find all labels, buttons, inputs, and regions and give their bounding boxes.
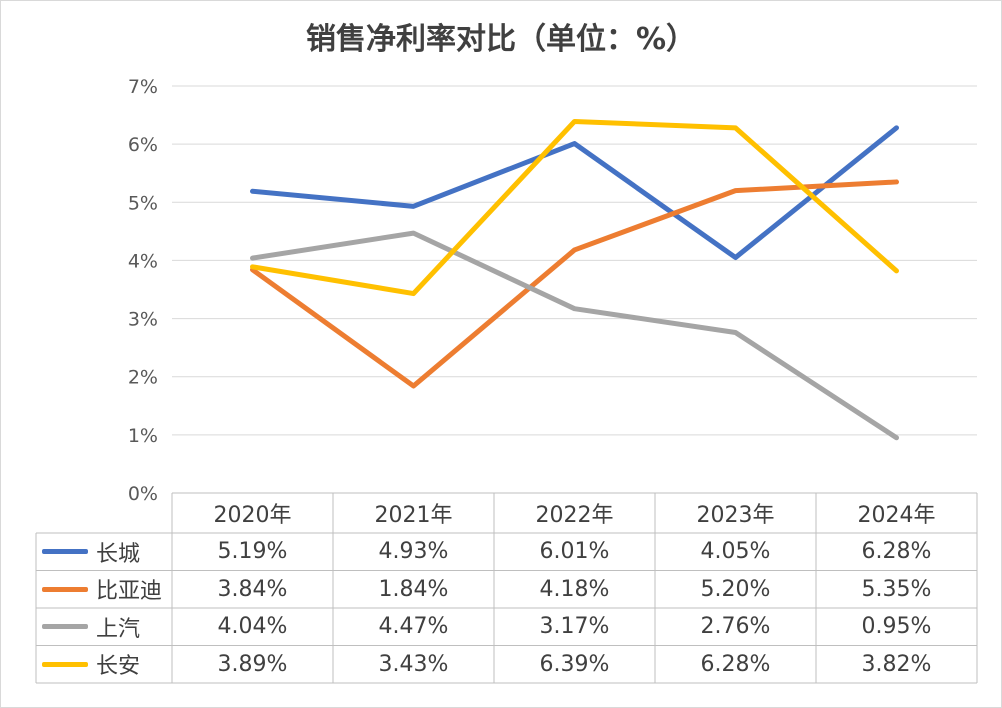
- legend-swatch: [42, 661, 88, 667]
- data-label: 4.05%: [655, 533, 816, 571]
- data-label: 4.47%: [333, 608, 494, 646]
- series-line: [250, 118, 899, 297]
- legend-swatch: [42, 549, 88, 555]
- x-category-label-text: 2021年: [374, 503, 453, 528]
- data-label-text: 3.82%: [861, 651, 932, 677]
- chart-title: 销售净利率对比（单位：%）: [305, 22, 697, 57]
- data-label: 6.28%: [655, 646, 816, 684]
- data-label-text: 4.47%: [378, 614, 449, 640]
- x-category-label: 2022年: [494, 493, 655, 533]
- x-category-label-text: 2022年: [535, 503, 614, 528]
- y-tick-label: 2%: [128, 367, 158, 389]
- data-label: 1.84%: [333, 571, 494, 609]
- data-label-text: 3.84%: [217, 576, 288, 602]
- y-tick-label: 1%: [128, 425, 158, 447]
- data-label: 3.43%: [333, 646, 494, 684]
- data-label-text: 6.39%: [539, 651, 610, 677]
- data-label: 3.17%: [494, 608, 655, 646]
- data-label-text: 6.28%: [700, 651, 771, 677]
- data-label: 6.28%: [816, 533, 977, 571]
- legend-series-label: 长城: [36, 533, 172, 571]
- data-label-text: 4.05%: [700, 539, 771, 565]
- legend-series-label: 比亚迪: [36, 571, 172, 609]
- data-label: 4.04%: [172, 608, 333, 646]
- legend-series-label-text: 上汽: [96, 616, 141, 642]
- y-tick-label: 0%: [128, 483, 158, 505]
- data-label-text: 2.76%: [700, 614, 771, 640]
- data-label-text: 4.04%: [217, 614, 288, 640]
- data-label: 5.19%: [172, 533, 333, 571]
- data-label: 3.82%: [816, 646, 977, 684]
- x-category-label: 2023年: [655, 493, 816, 533]
- data-label: 5.35%: [816, 571, 977, 609]
- data-label-text: 1.84%: [378, 576, 449, 602]
- data-label-text: 4.93%: [378, 539, 449, 565]
- data-label-text: 5.20%: [700, 576, 771, 602]
- y-tick-label: 4%: [128, 250, 158, 272]
- x-category-label-text: 2023年: [696, 503, 775, 528]
- x-category-label-text: 2020年: [213, 503, 292, 528]
- data-label-text: 4.18%: [539, 576, 610, 602]
- data-label-text: 6.28%: [861, 539, 932, 565]
- legend-series-label: 长安: [36, 646, 172, 684]
- data-label: 6.01%: [494, 533, 655, 571]
- y-tick-label: 5%: [128, 192, 158, 214]
- data-label-text: 3.17%: [539, 614, 610, 640]
- y-tick-label: 6%: [128, 134, 158, 156]
- data-label: 3.89%: [172, 646, 333, 684]
- legend-series-label-text: 长安: [96, 654, 141, 680]
- data-label-text: 3.43%: [378, 651, 449, 677]
- data-label: 0.95%: [816, 608, 977, 646]
- x-category-label: 2020年: [172, 493, 333, 533]
- series-line: [250, 179, 899, 389]
- x-category-label-text: 2024年: [857, 503, 936, 528]
- data-label-text: 5.19%: [217, 539, 288, 565]
- data-label-text: 0.95%: [861, 614, 932, 640]
- x-category-label: 2024年: [816, 493, 977, 533]
- y-tick-label: 3%: [128, 309, 158, 331]
- x-category-label: 2021年: [333, 493, 494, 533]
- data-label: 6.39%: [494, 646, 655, 684]
- data-label: 3.84%: [172, 571, 333, 609]
- legend-swatch: [42, 624, 88, 630]
- legend-swatch: [42, 586, 88, 592]
- legend-series-label: 上汽: [36, 608, 172, 646]
- data-label-text: 3.89%: [217, 651, 288, 677]
- data-label-text: 6.01%: [539, 539, 610, 565]
- series-line: [250, 125, 899, 261]
- data-label: 4.93%: [333, 533, 494, 571]
- data-label: 5.20%: [655, 571, 816, 609]
- legend-series-label-text: 长城: [96, 541, 141, 567]
- y-tick-label: 7%: [128, 76, 158, 98]
- series-line: [250, 230, 899, 441]
- data-label-text: 5.35%: [861, 576, 932, 602]
- data-label: 2.76%: [655, 608, 816, 646]
- legend-series-label-text: 比亚迪: [96, 579, 163, 605]
- data-label: 4.18%: [494, 571, 655, 609]
